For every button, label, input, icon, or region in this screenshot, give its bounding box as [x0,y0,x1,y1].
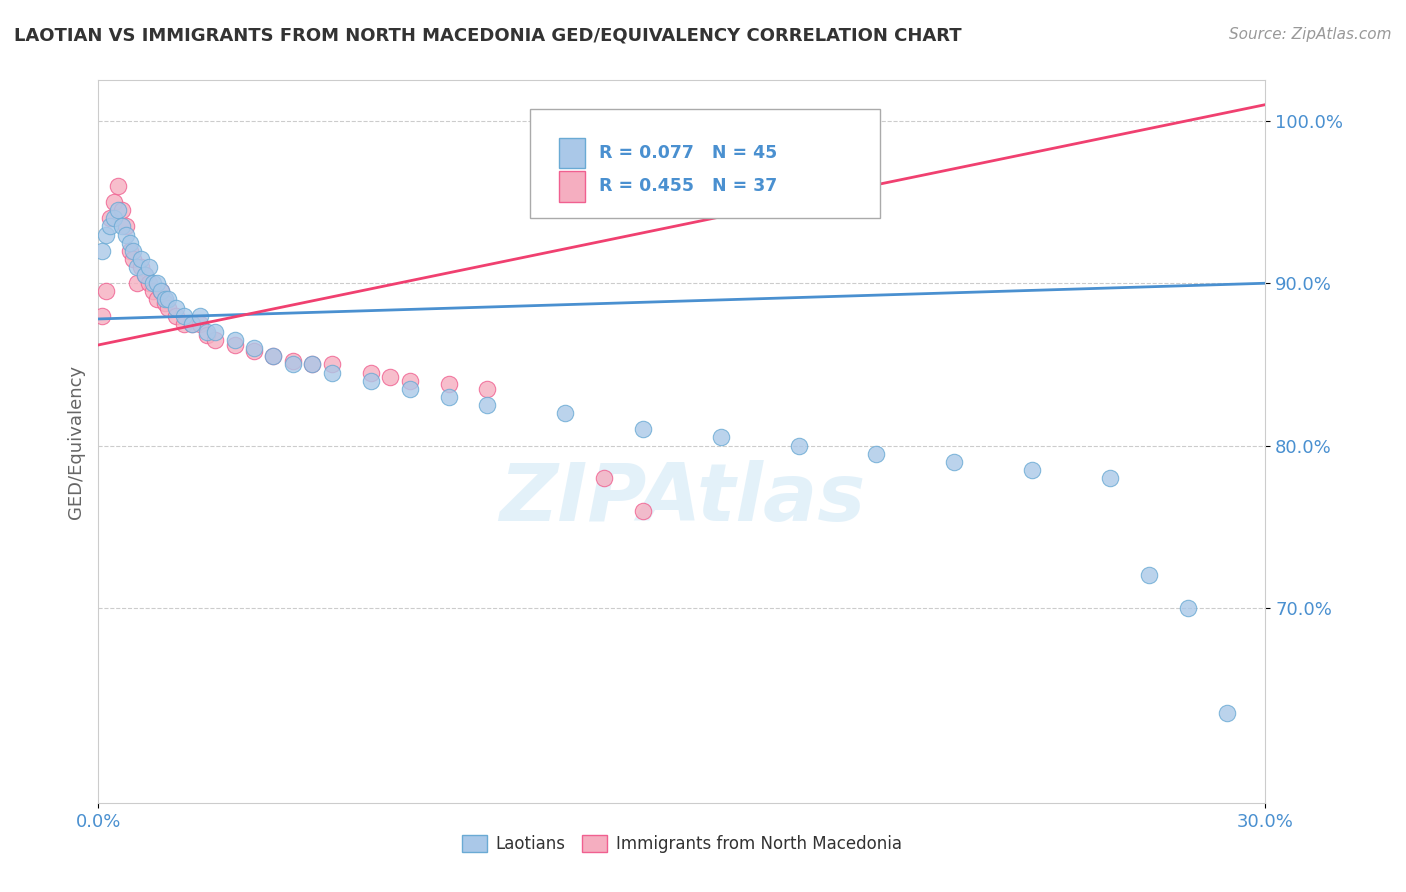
Point [127,260,149,274]
Point [243,341,266,355]
Point [96,227,118,242]
Point [321,366,343,380]
Point [180,317,202,331]
Point [173,317,195,331]
Point [1177,601,1199,615]
Point [398,374,420,388]
Point [1137,568,1160,582]
Text: ZIPAtlas: ZIPAtlas [499,460,865,539]
Point [173,309,195,323]
Point [710,430,733,444]
Point [204,333,226,347]
Point [146,277,169,291]
Point [281,358,304,372]
Point [380,370,402,384]
Point [165,309,187,323]
Point [122,244,145,258]
Point [360,374,382,388]
Y-axis label: GED/Equivalency: GED/Equivalency [66,365,84,518]
Point [188,317,211,331]
Point [107,203,129,218]
Point [157,293,180,307]
Legend: Laotians, Immigrants from North Macedonia: Laotians, Immigrants from North Macedoni… [456,828,908,860]
Point [787,439,810,453]
Point [127,277,149,291]
Point [865,447,887,461]
Point [103,211,125,226]
Point [943,455,966,469]
Text: Source: ZipAtlas.com: Source: ZipAtlas.com [1229,27,1392,42]
FancyBboxPatch shape [560,171,585,202]
Point [114,227,136,242]
Point [554,406,576,420]
Point [1021,463,1043,477]
Point [165,301,187,315]
Text: R = 0.077   N = 45: R = 0.077 N = 45 [599,145,778,162]
Point [437,376,460,391]
Point [1098,471,1121,485]
Point [281,354,304,368]
Point [593,471,616,485]
Point [138,277,160,291]
Point [180,317,202,331]
FancyBboxPatch shape [560,138,585,169]
Point [122,252,145,266]
Point [301,358,323,372]
Text: LAOTIAN VS IMMIGRANTS FROM NORTH MACEDONIA GED/EQUIVALENCY CORRELATION CHART: LAOTIAN VS IMMIGRANTS FROM NORTH MACEDON… [14,27,962,45]
Point [321,358,343,372]
Point [195,325,218,339]
Point [118,235,141,250]
Point [146,293,169,307]
Point [96,285,118,299]
Point [129,260,152,274]
Point [398,382,420,396]
Point [142,277,165,291]
Point [224,333,246,347]
Point [157,301,180,315]
FancyBboxPatch shape [530,109,880,218]
Point [114,219,136,234]
Point [224,338,246,352]
Point [477,382,499,396]
Point [129,252,152,266]
Text: R = 0.455   N = 37: R = 0.455 N = 37 [599,178,778,195]
Point [91,244,114,258]
Point [149,285,172,299]
Point [262,349,284,363]
Point [262,349,284,363]
Point [103,195,125,210]
Point [631,503,654,517]
Point [360,366,382,380]
Point [631,422,654,436]
Point [142,285,165,299]
Point [1215,706,1237,721]
Point [477,398,499,412]
Point [98,211,121,226]
Point [153,295,176,310]
Point [134,268,156,282]
Point [243,344,266,359]
Point [195,328,218,343]
Point [134,268,156,282]
Point [98,219,121,234]
Point [138,260,160,274]
Point [204,325,226,339]
Point [107,178,129,193]
Point [91,309,114,323]
Point [188,309,211,323]
Point [111,203,134,218]
Point [301,358,323,372]
Point [149,285,172,299]
Point [111,219,134,234]
Point [437,390,460,404]
Point [118,244,141,258]
Point [153,293,176,307]
